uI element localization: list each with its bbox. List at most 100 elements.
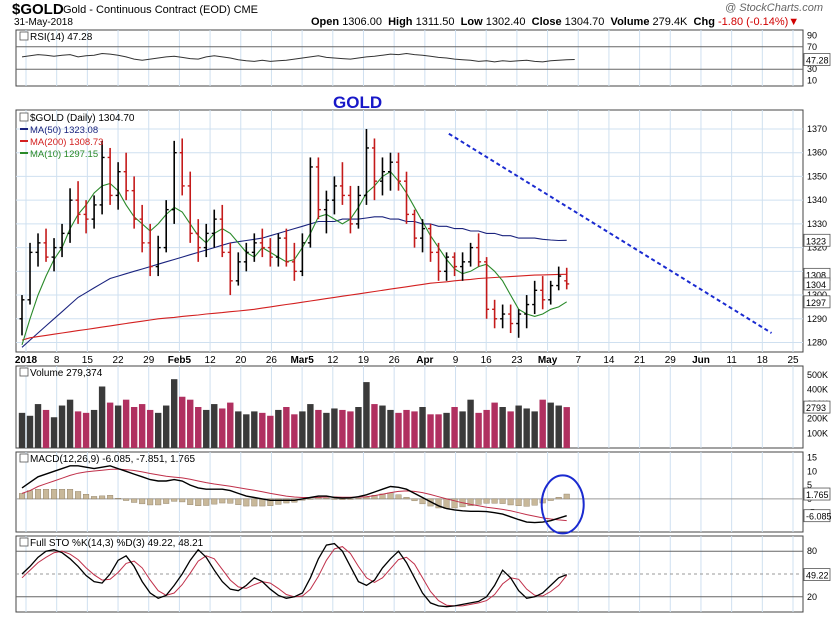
macd-histogram-bar xyxy=(83,494,90,500)
price-legend-icon xyxy=(19,112,29,122)
rsi-tick-label: 90 xyxy=(807,31,817,41)
macd-histogram-bar xyxy=(67,489,74,500)
volume-legend-icon xyxy=(19,367,29,377)
volume-bar xyxy=(499,407,506,448)
date-tick-label: 19 xyxy=(358,355,370,366)
volume-label: Volume xyxy=(610,16,650,28)
volume-bar xyxy=(211,404,218,448)
volume-bar xyxy=(339,409,346,448)
date-tick-label: 12 xyxy=(205,355,217,366)
stochastic-last-value-box xyxy=(803,568,831,581)
macd-histogram-bar xyxy=(307,498,314,500)
macd-panel[interactable] xyxy=(15,451,804,533)
date-tick-label: 2018 xyxy=(15,355,38,366)
volume-bar xyxy=(371,404,378,448)
date-tick-label: 11 xyxy=(726,355,737,366)
volume-bar xyxy=(307,404,314,448)
date-tick-label: 21 xyxy=(634,355,646,366)
macd-legend: MACD(12,26,9) -6.085, -7.851, 1.765 xyxy=(30,454,196,465)
volume-value: 279.4K xyxy=(652,16,688,28)
price-panel[interactable] xyxy=(15,109,804,353)
volume-bar xyxy=(219,408,226,448)
macd-histogram-bar xyxy=(491,498,498,504)
macd-histogram-bar xyxy=(195,498,202,506)
volume-bar xyxy=(475,412,482,448)
volume-last-value: 2793 xyxy=(806,403,826,413)
macd-histogram-bar xyxy=(499,498,506,504)
volume-bar xyxy=(98,386,106,448)
rsi-last-value-box xyxy=(803,53,831,66)
macd-histogram-bar xyxy=(27,490,34,500)
macd-histogram-bar xyxy=(531,498,538,506)
macd-histogram-bar xyxy=(331,498,338,500)
macd-histogram-bar xyxy=(163,498,170,504)
macd-histogram-bar xyxy=(203,498,210,506)
macd-histogram-bar xyxy=(35,489,42,500)
macd-histogram-bar xyxy=(483,498,490,504)
date-tick-label: 29 xyxy=(143,355,155,366)
price-tick-label: 1330 xyxy=(807,219,827,229)
chg-value: -1.80 (-0.14%) xyxy=(717,16,789,28)
high-value: 1311.50 xyxy=(415,16,455,28)
volume-legend: Volume 279,374 xyxy=(30,368,103,379)
macd-tick-label: 15 xyxy=(807,453,817,463)
volume-bar xyxy=(82,412,90,448)
volume-bar xyxy=(419,407,426,448)
date-tick-label: 8 xyxy=(54,355,60,366)
volume-bar xyxy=(114,405,122,448)
downtrend-line xyxy=(448,132,773,334)
volume-bar xyxy=(130,407,138,448)
rsi-tick-label: 10 xyxy=(807,75,817,85)
date-tick-label: Feb5 xyxy=(168,355,192,366)
date-tick-label: 16 xyxy=(481,355,493,366)
macd-histogram-bar xyxy=(419,498,426,505)
price-tick-label: 1360 xyxy=(807,148,827,158)
macd-histogram-bar xyxy=(435,498,442,509)
macd-histogram-bar xyxy=(51,489,58,500)
macd-histogram-bar xyxy=(75,491,82,500)
macd-histogram-bar xyxy=(547,498,554,501)
gold-annotation: GOLD xyxy=(333,93,382,112)
price-tick-label: 1290 xyxy=(807,314,827,324)
date-tick-label: Jun xyxy=(692,355,710,366)
price-tick-label: 1340 xyxy=(807,195,827,205)
volume-bar xyxy=(179,396,186,448)
volume-bar xyxy=(146,409,154,448)
stochastic-tick-label: 20 xyxy=(807,592,817,602)
open-value: 1306.00 xyxy=(342,16,382,28)
volume-bar xyxy=(547,402,554,448)
price-tick-label: 1280 xyxy=(807,338,827,348)
exchange-label: CME xyxy=(233,4,259,16)
volume-bar xyxy=(90,409,98,448)
volume-tick-label: 100K xyxy=(807,428,828,438)
macd-tick-label: 5 xyxy=(807,480,812,490)
volume-bar xyxy=(387,409,394,448)
stockcharts-logo[interactable]: @ StockCharts.com xyxy=(725,2,823,14)
macd-histogram-bar xyxy=(251,498,258,507)
volume-bar xyxy=(283,407,290,448)
macd-histogram-bar xyxy=(315,497,322,500)
macd-histogram-bar xyxy=(395,494,402,500)
macd-histogram-bar xyxy=(147,498,154,506)
quote-summary: Open 1306.00 High 1311.50 Low 1302.40 Cl… xyxy=(311,16,799,28)
date-tick-label: Apr xyxy=(416,355,433,366)
macd-histogram-bar xyxy=(187,498,194,505)
volume-bar xyxy=(26,415,34,448)
rsi-line xyxy=(21,52,575,63)
macd-last-value-box xyxy=(803,509,831,523)
volume-bar xyxy=(18,412,26,448)
low-value: 1302.40 xyxy=(485,16,526,28)
date-tick-label: 14 xyxy=(603,355,615,366)
chart-date: 31-May-2018 xyxy=(14,17,73,28)
rsi-panel[interactable] xyxy=(15,29,804,87)
macd-hist-last-value: 1.765 xyxy=(806,490,829,500)
price-legend: $GOLD (Daily) 1304.70 xyxy=(30,113,135,124)
volume-tick-label: 200K xyxy=(807,414,828,424)
volume-bar xyxy=(395,412,402,448)
volume-bar xyxy=(138,404,146,448)
volume-bar xyxy=(491,402,498,448)
volume-bar xyxy=(363,382,370,448)
rsi-last-value: 47.28 xyxy=(806,56,829,66)
volume-last-value-box xyxy=(803,400,831,414)
